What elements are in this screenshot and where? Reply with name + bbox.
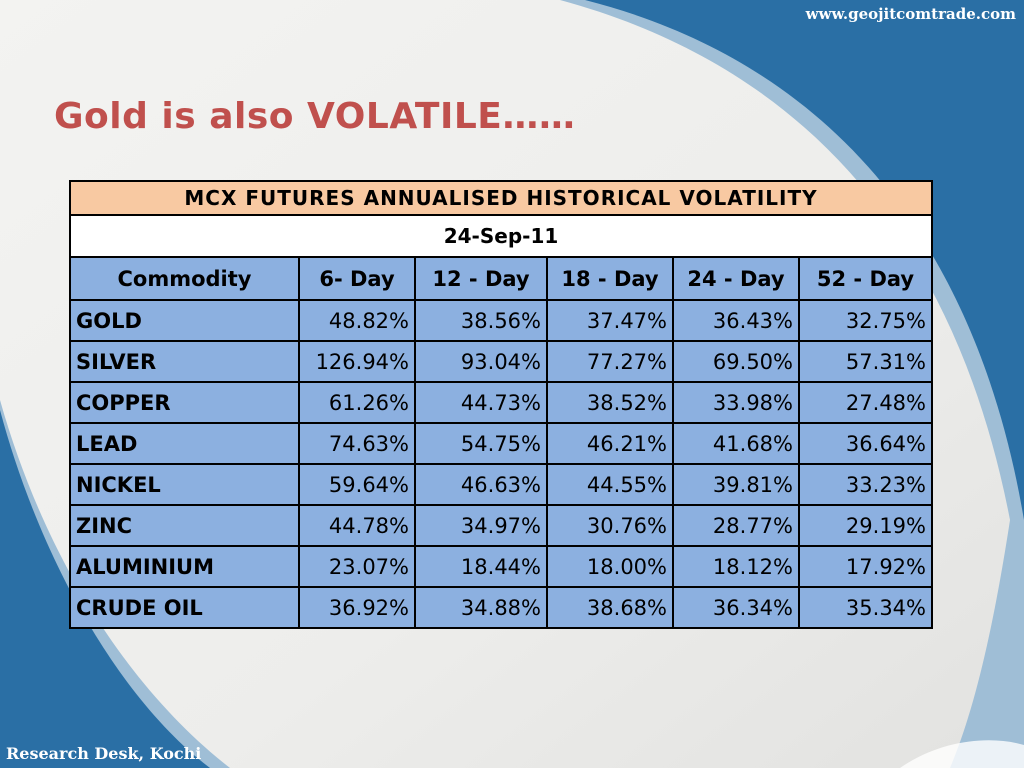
volatility-value: 38.56% bbox=[414, 299, 548, 342]
commodity-name: LEAD bbox=[69, 422, 300, 465]
table-header-row: Commodity 6- Day 12 - Day 18 - Day 24 - Day 5… bbox=[69, 256, 933, 301]
volatility-value: 36.34% bbox=[672, 586, 800, 629]
volatility-value: 41.68% bbox=[672, 422, 800, 465]
volatility-value: 57.31% bbox=[798, 340, 933, 383]
column-header: 12 - Day bbox=[414, 256, 548, 301]
volatility-value: 33.98% bbox=[672, 381, 800, 424]
volatility-value: 23.07% bbox=[298, 545, 416, 588]
volatility-value: 69.50% bbox=[672, 340, 800, 383]
volatility-value: 126.94% bbox=[298, 340, 416, 383]
column-header: Commodity bbox=[69, 256, 300, 301]
volatility-value: 44.55% bbox=[546, 463, 674, 506]
volatility-value: 46.21% bbox=[546, 422, 674, 465]
volatility-value: 32.75% bbox=[798, 299, 933, 342]
column-header: 6- Day bbox=[298, 256, 416, 301]
table-row: ALUMINIUM 23.07% 18.44% 18.00% 18.12% 17.92% bbox=[69, 545, 933, 588]
table-row: NICKEL 59.64% 46.63% 44.55% 39.81% 33.23% bbox=[69, 463, 933, 506]
commodity-name: SILVER bbox=[69, 340, 300, 383]
table-row: LEAD 74.63% 54.75% 46.21% 41.68% 36.64% bbox=[69, 422, 933, 465]
volatility-value: 74.63% bbox=[298, 422, 416, 465]
volatility-value: 34.88% bbox=[414, 586, 548, 629]
volatility-value: 38.52% bbox=[546, 381, 674, 424]
volatility-value: 77.27% bbox=[546, 340, 674, 383]
volatility-value: 46.63% bbox=[414, 463, 548, 506]
table-title-row: MCX FUTURES ANNUALISED HISTORICAL VOLATI… bbox=[69, 180, 933, 216]
table-title: MCX FUTURES ANNUALISED HISTORICAL VOLATI… bbox=[69, 180, 933, 216]
volatility-value: 54.75% bbox=[414, 422, 548, 465]
volatility-value: 36.64% bbox=[798, 422, 933, 465]
volatility-value: 34.97% bbox=[414, 504, 548, 547]
volatility-value: 37.47% bbox=[546, 299, 674, 342]
volatility-value: 93.04% bbox=[414, 340, 548, 383]
website-url: www.geojitcomtrade.com bbox=[805, 5, 1016, 23]
volatility-value: 44.73% bbox=[414, 381, 548, 424]
table-row: SILVER 126.94% 93.04% 77.27% 69.50% 57.31% bbox=[69, 340, 933, 383]
commodity-name: COPPER bbox=[69, 381, 300, 424]
volatility-value: 29.19% bbox=[798, 504, 933, 547]
volatility-value: 27.48% bbox=[798, 381, 933, 424]
volatility-value: 17.92% bbox=[798, 545, 933, 588]
volatility-value: 61.26% bbox=[298, 381, 416, 424]
volatility-value: 28.77% bbox=[672, 504, 800, 547]
volatility-value: 48.82% bbox=[298, 299, 416, 342]
commodity-name: GOLD bbox=[69, 299, 300, 342]
commodity-name: CRUDE OIL bbox=[69, 586, 300, 629]
table-date-row: 24-Sep-11 bbox=[69, 214, 933, 258]
volatility-table: MCX FUTURES ANNUALISED HISTORICAL VOLATI… bbox=[69, 180, 933, 629]
volatility-value: 18.12% bbox=[672, 545, 800, 588]
volatility-value: 39.81% bbox=[672, 463, 800, 506]
table-date: 24-Sep-11 bbox=[69, 214, 933, 258]
column-header: 52 - Day bbox=[798, 256, 933, 301]
volatility-value: 18.44% bbox=[414, 545, 548, 588]
volatility-value: 36.43% bbox=[672, 299, 800, 342]
table-row: CRUDE OIL 36.92% 34.88% 38.68% 36.34% 35.34% bbox=[69, 586, 933, 629]
slide-title: Gold is also VOLATILE…… bbox=[54, 96, 576, 137]
footer-research-desk: Research Desk, Kochi bbox=[6, 744, 202, 763]
commodity-name: ALUMINIUM bbox=[69, 545, 300, 588]
table-row: ZINC 44.78% 34.97% 30.76% 28.77% 29.19% bbox=[69, 504, 933, 547]
volatility-value: 18.00% bbox=[546, 545, 674, 588]
volatility-value: 36.92% bbox=[298, 586, 416, 629]
volatility-value: 35.34% bbox=[798, 586, 933, 629]
volatility-value: 59.64% bbox=[298, 463, 416, 506]
volatility-value: 38.68% bbox=[546, 586, 674, 629]
table-row: GOLD 48.82% 38.56% 37.47% 36.43% 32.75% bbox=[69, 299, 933, 342]
commodity-name: NICKEL bbox=[69, 463, 300, 506]
commodity-name: ZINC bbox=[69, 504, 300, 547]
volatility-value: 33.23% bbox=[798, 463, 933, 506]
table-row: COPPER 61.26% 44.73% 38.52% 33.98% 27.48% bbox=[69, 381, 933, 424]
volatility-value: 30.76% bbox=[546, 504, 674, 547]
volatility-value: 44.78% bbox=[298, 504, 416, 547]
column-header: 24 - Day bbox=[672, 256, 800, 301]
column-header: 18 - Day bbox=[546, 256, 674, 301]
